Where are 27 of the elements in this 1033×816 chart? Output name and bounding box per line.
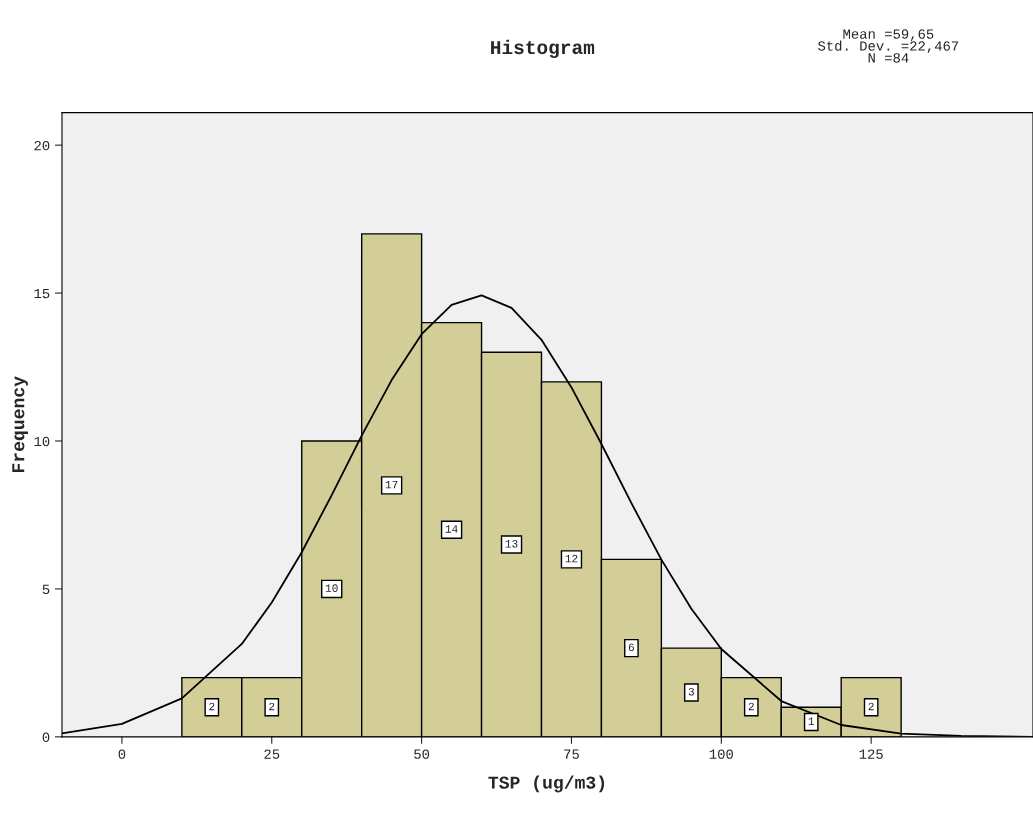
data-label: 1 — [808, 717, 815, 725]
y-tick-label: 0 — [42, 732, 50, 743]
x-tick-label: 125 — [859, 749, 883, 759]
data-label: 3 — [688, 687, 694, 696]
y-tick-label: 20 — [34, 140, 50, 151]
x-tick-label: 0 — [118, 749, 126, 759]
y-tick-label: 15 — [34, 288, 50, 299]
data-label: 2 — [748, 702, 754, 711]
data-label: 2 — [269, 702, 275, 711]
data-label: 14 — [445, 525, 458, 533]
x-axis-title: TSP (ug/m3) — [488, 775, 605, 793]
data-label: 6 — [628, 643, 635, 652]
data-label: 17 — [385, 480, 398, 489]
y-tick-label: 10 — [34, 436, 50, 447]
data-label: 10 — [325, 584, 338, 592]
x-tick-label: 100 — [709, 749, 733, 759]
data-label: 12 — [565, 554, 578, 563]
text: Mean =59,65 Std. Dev. =22,467 N =84 — [818, 29, 959, 63]
data-label: 2 — [868, 702, 874, 711]
data-label: 2 — [209, 702, 215, 711]
y-tick-label: 5 — [42, 584, 50, 595]
x-tick-label: 75 — [564, 749, 579, 759]
x-tick-label: 50 — [414, 749, 430, 759]
chart-title: Histogram — [491, 39, 595, 59]
x-tick-label: 25 — [264, 749, 280, 759]
y-axis-title: Frequency — [12, 376, 28, 473]
data-label: 13 — [505, 539, 518, 548]
